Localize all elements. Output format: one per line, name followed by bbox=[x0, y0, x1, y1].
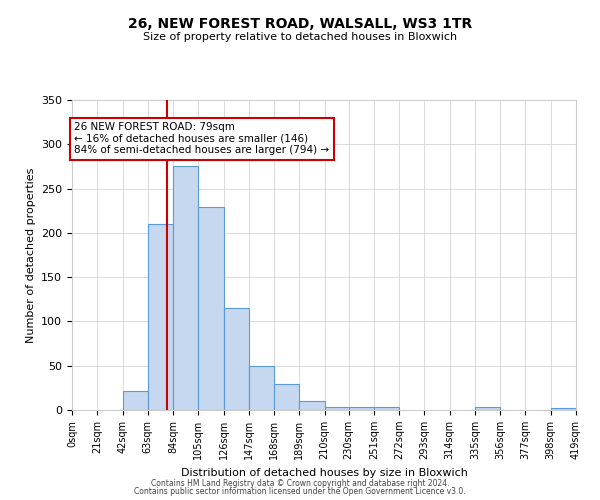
Bar bbox=[349, 408, 374, 410]
Text: 26 NEW FOREST ROAD: 79sqm
← 16% of detached houses are smaller (146)
84% of semi: 26 NEW FOREST ROAD: 79sqm ← 16% of detac… bbox=[74, 122, 329, 156]
Bar bbox=[224, 308, 249, 410]
Bar bbox=[274, 384, 299, 410]
Bar bbox=[249, 366, 274, 410]
Bar bbox=[475, 408, 500, 410]
Bar bbox=[199, 207, 224, 410]
Text: Contains HM Land Registry data © Crown copyright and database right 2024.: Contains HM Land Registry data © Crown c… bbox=[151, 478, 449, 488]
Bar bbox=[122, 392, 148, 410]
Bar bbox=[325, 408, 349, 410]
Y-axis label: Number of detached properties: Number of detached properties bbox=[26, 168, 35, 342]
Text: Contains public sector information licensed under the Open Government Licence v3: Contains public sector information licen… bbox=[134, 487, 466, 496]
Bar bbox=[374, 408, 399, 410]
Bar bbox=[551, 408, 576, 410]
Bar bbox=[299, 401, 325, 410]
Bar bbox=[148, 224, 173, 410]
Bar bbox=[173, 166, 199, 410]
Text: Size of property relative to detached houses in Bloxwich: Size of property relative to detached ho… bbox=[143, 32, 457, 42]
X-axis label: Distribution of detached houses by size in Bloxwich: Distribution of detached houses by size … bbox=[181, 468, 467, 477]
Text: 26, NEW FOREST ROAD, WALSALL, WS3 1TR: 26, NEW FOREST ROAD, WALSALL, WS3 1TR bbox=[128, 18, 472, 32]
